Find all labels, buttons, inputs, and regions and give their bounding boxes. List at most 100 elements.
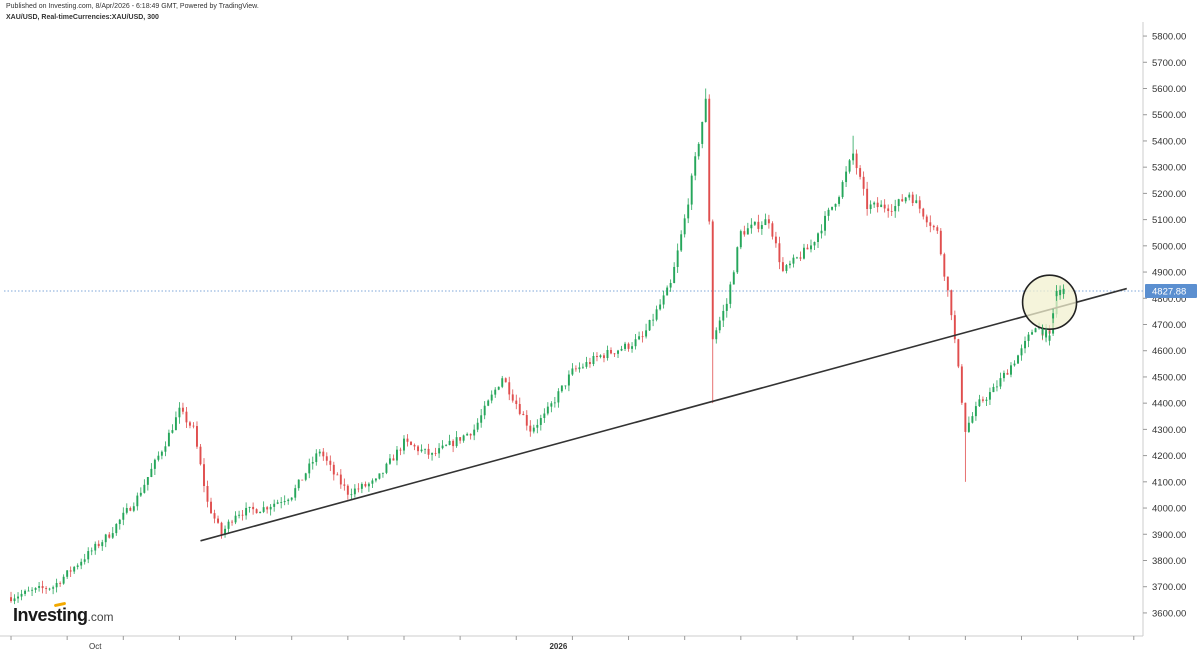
candle-body [76, 565, 79, 567]
candle-body [862, 176, 865, 189]
candle-body [294, 488, 297, 498]
candle-body [746, 228, 749, 235]
candle-body [185, 411, 188, 423]
candle-body [760, 225, 763, 229]
price-tick-label: 4000.00 [1152, 504, 1186, 515]
candle-body [585, 362, 588, 367]
candle-body [364, 483, 367, 487]
candle-body [694, 156, 697, 176]
candle-body [1006, 372, 1009, 375]
candle-body [311, 462, 314, 464]
candle-body [960, 366, 963, 403]
candle-body [890, 210, 893, 212]
candle-body [462, 435, 465, 441]
candle-body [932, 225, 935, 228]
candle-body [132, 506, 135, 511]
candle-body [690, 175, 693, 205]
price-tick-label: 3700.00 [1152, 582, 1186, 593]
candle-body [234, 515, 237, 523]
candle-body [434, 453, 437, 454]
candle-body [841, 182, 844, 198]
candle-body [1034, 328, 1037, 333]
candle-body [308, 463, 311, 474]
candle-body [329, 460, 332, 465]
candle-body [680, 234, 683, 251]
candle-body [357, 488, 360, 490]
candle-body [118, 519, 121, 525]
support-trendline[interactable] [200, 287, 1127, 542]
candle-body [827, 209, 830, 216]
candle-body [845, 171, 848, 183]
candle-body [374, 478, 377, 481]
candle-body [1020, 348, 1023, 356]
candle-body [792, 257, 795, 264]
candle-body [227, 521, 230, 529]
candle-body [971, 416, 974, 423]
candle-body [774, 236, 777, 244]
candle-body [757, 221, 760, 229]
candle-body [578, 367, 581, 370]
candle-body [592, 355, 595, 365]
candle-body [939, 230, 942, 255]
candle-body [785, 265, 788, 271]
candle-body [410, 441, 412, 445]
candle-body [511, 394, 514, 401]
candle-body [645, 330, 648, 337]
candle-body [897, 199, 900, 207]
candle-body [722, 310, 725, 321]
candle-body [599, 355, 602, 358]
candle-body [676, 250, 679, 267]
candle-body [473, 429, 476, 436]
price-tick-label: 5600.00 [1152, 84, 1186, 95]
candle-body [259, 511, 262, 514]
candle-body [417, 446, 419, 452]
candle-body [129, 507, 132, 511]
candle-body [431, 453, 434, 455]
candle-body [1055, 290, 1058, 297]
candle-body [764, 219, 767, 226]
breakout-highlight-circle[interactable] [1021, 274, 1078, 331]
price-tick-label: 4800.00 [1152, 294, 1186, 305]
candle-body [988, 392, 991, 400]
logo-name: Investing [13, 605, 88, 625]
price-axis[interactable]: 5800.00 5700.00 5600.00 5500.00 5400.00 5300.… [1143, 32, 1186, 620]
candle-body [1048, 335, 1051, 341]
published-caption: Published on Investing.com, 8/Apr/2026 -… [6, 3, 259, 10]
candle-body [1059, 289, 1062, 296]
candle-body [1041, 328, 1044, 335]
candle-body [45, 588, 48, 590]
candle-body [108, 534, 111, 538]
candle-body [904, 197, 907, 202]
candle-body [869, 204, 872, 210]
candle-body [160, 451, 163, 456]
candle-body [978, 399, 981, 407]
candle-body [224, 528, 227, 535]
price-tick-label: 4100.00 [1152, 477, 1186, 488]
candle-body [697, 143, 700, 157]
candle-body [631, 346, 634, 349]
candle-body [297, 479, 300, 489]
candle-body [508, 382, 511, 395]
candle-body [957, 339, 960, 367]
candle-body [10, 597, 12, 602]
candle-body [476, 422, 479, 430]
candle-body [34, 587, 37, 590]
candle-body [985, 399, 988, 401]
price-tick-label: 4700.00 [1152, 320, 1186, 331]
candle-body [343, 484, 346, 486]
price-tick-label: 4200.00 [1152, 451, 1186, 462]
candle-body [381, 472, 384, 474]
candle-body [795, 257, 798, 259]
candle-body [206, 486, 209, 502]
candle-body [1003, 372, 1005, 379]
candle-body [974, 406, 977, 417]
symbol-caption: XAU/USD, Real-timeCurrencies:XAU/USD, 30… [6, 14, 159, 21]
candle-body [55, 582, 58, 588]
candle-body [504, 378, 507, 383]
price-tick-label: 3600.00 [1152, 608, 1186, 619]
candle-body [1052, 313, 1055, 319]
candle-body [883, 204, 886, 209]
candle-body [725, 303, 728, 311]
time-axis[interactable]: Oct 2026 [10, 636, 1135, 651]
